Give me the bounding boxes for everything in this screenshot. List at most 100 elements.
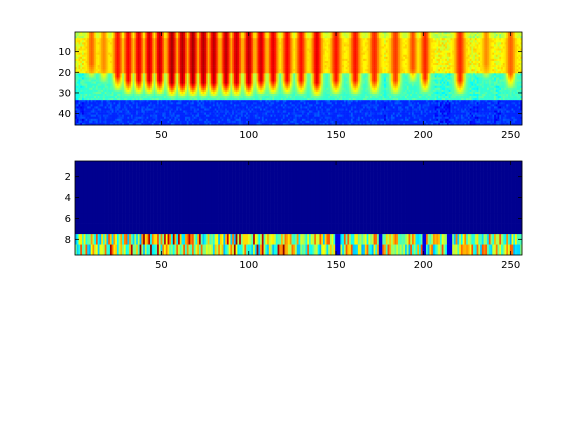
heatmap-cell (371, 42, 374, 45)
heatmap-cell (197, 32, 200, 35)
heatmap-cell (436, 34, 439, 37)
heatmap-cell (151, 71, 154, 74)
heatmap-cell (129, 34, 132, 37)
heatmap-cell (515, 67, 518, 70)
heatmap-cell (102, 46, 105, 49)
heatmap-cell (268, 38, 271, 41)
heatmap-cell (480, 48, 483, 51)
heatmap-cell (237, 63, 240, 66)
heatmap-cell (178, 36, 181, 39)
heatmap-cell (113, 46, 116, 49)
heatmap-cell (113, 63, 116, 66)
heatmap-cell (436, 65, 439, 68)
heatmap-cell (298, 58, 301, 62)
heatmap-cell (319, 36, 322, 39)
heatmap-cell (305, 44, 308, 47)
heatmap-cell (181, 63, 184, 66)
heatmap-cell (420, 60, 423, 64)
heatmap-cell (396, 42, 399, 45)
heatmap-cell (137, 54, 140, 58)
heatmap-cell (148, 63, 151, 66)
heatmap-cell (359, 56, 362, 60)
heatmap-cell (111, 38, 114, 41)
heatmap-cell (88, 60, 92, 64)
heatmap-cell (178, 44, 181, 47)
heatmap-cell (305, 38, 308, 41)
heatmap-cell (497, 38, 500, 41)
heatmap-cell (195, 50, 198, 53)
heatmap-cell (230, 40, 233, 43)
heatmap-cell (431, 38, 434, 41)
heatmap-cell (179, 71, 182, 74)
heatmap-cell (291, 40, 294, 43)
heatmap-cell (481, 56, 484, 60)
heatmap-cell (118, 38, 121, 41)
heatmap-cell (240, 69, 243, 72)
heatmap-cell (118, 60, 121, 64)
heatmap-cell (516, 34, 519, 37)
heatmap-cell (75, 40, 78, 43)
heatmap-cell (398, 50, 401, 53)
heatmap-cell (307, 67, 310, 70)
heatmap-cell (464, 63, 467, 66)
heatmap-cell (237, 56, 240, 60)
heatmap-cell (261, 56, 264, 60)
heatmap-cell (310, 40, 313, 43)
heatmap-cell (109, 50, 112, 53)
heatmap-cell (122, 50, 125, 53)
heatmap-cell (389, 36, 392, 39)
heatmap-cell (289, 32, 292, 35)
heatmap-cell (87, 50, 90, 53)
heatmap-cell (289, 36, 292, 39)
heatmap-cell (508, 34, 511, 37)
heatmap-cell (483, 69, 486, 72)
heatmap-cell (212, 34, 215, 37)
heatmap-cell (81, 44, 85, 47)
heatmap-cell (398, 60, 401, 64)
heatmap-cell (492, 40, 495, 43)
heatmap-cell (85, 71, 88, 74)
heatmap-cell (349, 60, 352, 64)
heatmap-cell (364, 36, 367, 39)
heatmap-cell (94, 36, 97, 39)
heatmap-cell (125, 40, 128, 43)
heatmap-cell (321, 32, 324, 35)
heatmap-cell (139, 48, 142, 51)
heatmap-cell (476, 67, 479, 70)
heatmap-cell (392, 46, 395, 49)
heatmap-cell (272, 50, 275, 53)
heatmap-cell (246, 52, 249, 56)
heatmap-cell (321, 54, 324, 58)
heatmap-cell (418, 50, 422, 53)
heatmap-cell (448, 69, 451, 72)
heatmap-cell (148, 36, 151, 39)
heatmap-cell (452, 38, 455, 41)
heatmap-cell (399, 65, 402, 68)
heatmap-cell (417, 60, 420, 64)
heatmap-cell (471, 40, 474, 43)
heatmap-cell (501, 65, 504, 68)
heatmap-cell (258, 44, 261, 47)
heatmap-cell (275, 52, 278, 56)
heatmap-cell (415, 56, 418, 60)
heatmap-cell (336, 32, 339, 35)
heatmap-cell (226, 44, 229, 47)
heatmap-cell (399, 56, 402, 60)
heatmap-cell (322, 63, 325, 66)
heatmap-cell (432, 58, 435, 62)
heatmap-cell (368, 42, 371, 45)
heatmap-cell (406, 58, 409, 62)
heatmap-cell (94, 65, 97, 68)
heatmap-cell (211, 50, 214, 53)
heatmap-cell (314, 34, 317, 37)
heatmap-cell (429, 46, 432, 49)
heatmap-cell (148, 46, 151, 49)
heatmap-cell (380, 69, 383, 72)
heatmap-cell (305, 63, 308, 66)
heatmap-cell (212, 71, 215, 74)
heatmap-cell (108, 65, 111, 68)
heatmap-cell (162, 50, 165, 53)
heatmap-cell (272, 34, 275, 37)
heatmap-cell (506, 32, 509, 35)
heatmap-cell (494, 52, 497, 56)
